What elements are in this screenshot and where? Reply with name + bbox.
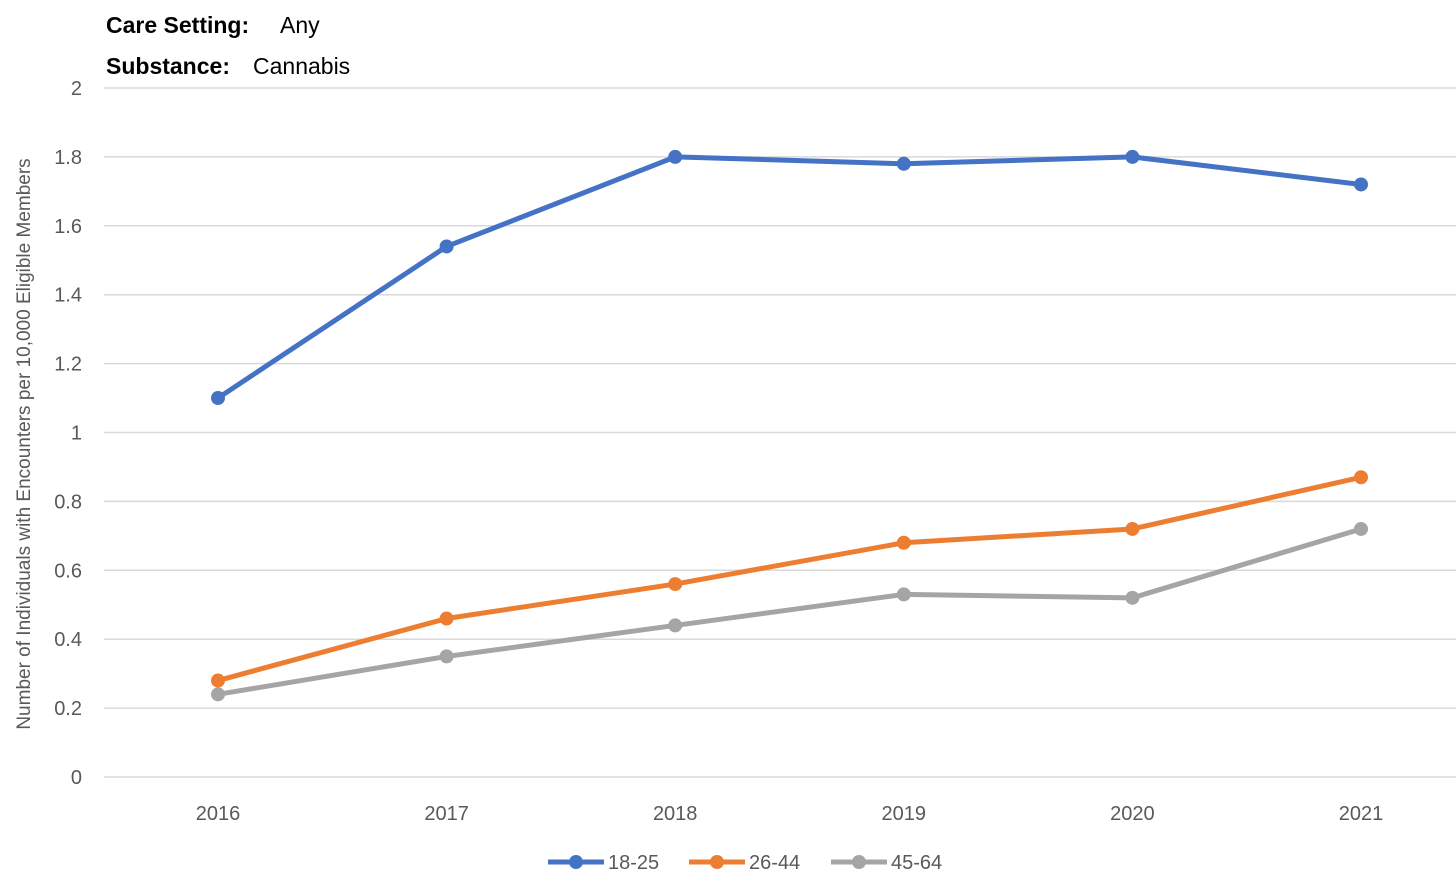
data-point	[211, 391, 225, 406]
series-45-64	[211, 521, 1368, 702]
data-point	[668, 577, 683, 592]
y-tick-label: 0	[71, 767, 82, 789]
series-26-44	[211, 470, 1368, 688]
series-lines	[211, 149, 1368, 702]
data-point	[211, 687, 225, 702]
y-tick-label: 0.8	[54, 491, 82, 513]
y-axis-title: Number of Individuals with Encounters pe…	[14, 158, 35, 729]
legend-label: 26-44	[749, 852, 800, 872]
data-point	[668, 618, 683, 633]
x-tick-label: 2020	[1110, 803, 1155, 825]
y-tick-label: 0.4	[54, 629, 82, 651]
y-tick-label: 0.6	[54, 560, 82, 582]
legend-item: 26-44	[689, 852, 800, 872]
filter-header: Care Setting: Any Substance: Cannabis	[106, 12, 350, 79]
x-tick-label: 2021	[1339, 803, 1384, 825]
data-point	[668, 149, 683, 164]
y-tick-label: 1.2	[54, 354, 82, 376]
legend-marker	[852, 855, 866, 869]
y-tick-label: 0.2	[54, 698, 82, 720]
data-point	[439, 649, 454, 664]
series-line	[215, 526, 1364, 697]
data-point	[439, 239, 454, 254]
data-point	[1125, 590, 1140, 605]
x-tick-label: 2018	[653, 803, 698, 825]
legend: 18-25 26-44 45-64	[548, 852, 942, 872]
series-18-25	[211, 149, 1368, 406]
y-tick-label: 1.4	[54, 285, 82, 307]
legend-marker	[569, 855, 583, 869]
data-point	[896, 535, 911, 550]
y-tick-label: 1.8	[54, 147, 82, 169]
x-tick-label: 2016	[196, 803, 241, 825]
data-point	[1125, 521, 1140, 536]
filter-label-substance: Substance:	[106, 53, 230, 79]
legend-label: 18-25	[608, 852, 659, 872]
data-point	[896, 587, 911, 602]
x-axis-ticks: 2016 2017 2018 2019 2020 2021	[196, 803, 1384, 825]
gridlines	[104, 87, 1456, 778]
series-line	[215, 154, 1364, 401]
data-point	[1354, 177, 1368, 192]
data-point	[1125, 149, 1140, 164]
series-line	[215, 474, 1364, 684]
y-tick-label: 2	[71, 78, 82, 100]
filter-label-care-setting: Care Setting:	[106, 12, 249, 38]
data-point	[1354, 521, 1368, 536]
y-tick-label: 1.6	[54, 216, 82, 238]
legend-item: 18-25	[548, 852, 659, 872]
legend-item: 45-64	[831, 852, 942, 872]
data-point	[1354, 470, 1368, 485]
x-tick-label: 2019	[882, 803, 927, 825]
filter-value-care-setting: Any	[280, 12, 320, 38]
y-tick-label: 1	[71, 423, 82, 445]
data-point	[211, 673, 225, 688]
y-axis-ticks: 0 0.2 0.4 0.6 0.8 1 1.2 1.4 1.6 1.8 2	[54, 78, 82, 789]
data-point	[439, 611, 454, 626]
legend-label: 45-64	[891, 852, 942, 872]
x-tick-label: 2017	[424, 803, 469, 825]
data-point	[896, 156, 911, 171]
filter-value-substance: Cannabis	[253, 53, 350, 79]
legend-marker	[710, 855, 724, 869]
